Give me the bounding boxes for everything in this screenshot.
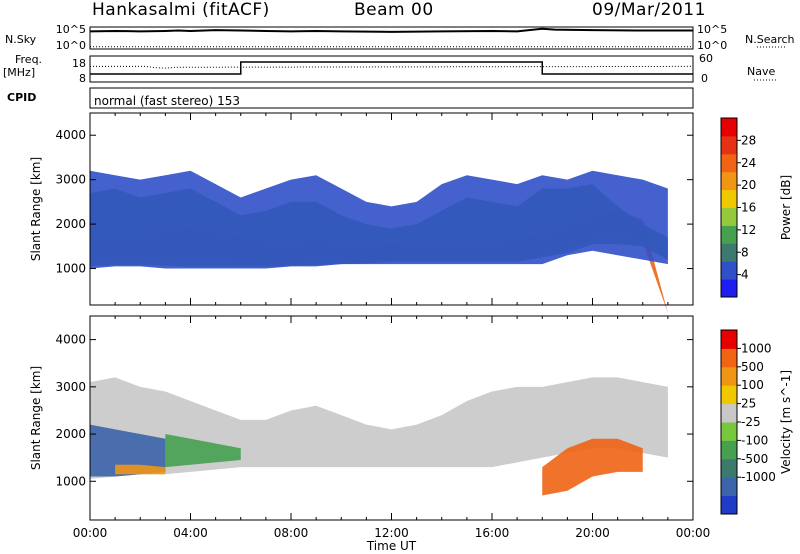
time-tick-label: 00:00: [73, 526, 108, 540]
velocity-colorbar-label: 500: [741, 360, 764, 374]
freq-left-tick: 18: [72, 57, 86, 70]
freq-label: Freq.: [15, 53, 42, 66]
velocity-colorbar-swatch: [721, 403, 737, 423]
cpid-panel-frame: [89, 87, 694, 109]
power-colorbar-label: 8: [741, 245, 749, 259]
noise-right-tick: 10^0: [697, 39, 727, 52]
velocity-region-4: [115, 464, 166, 475]
noise-right-tick: 10^5: [697, 23, 727, 36]
nsky-line: [89, 27, 693, 33]
power-ytick-label: 2000: [55, 217, 86, 231]
velocity-colorbar-label: -25: [741, 415, 761, 429]
power-colorbar-swatch: [721, 153, 737, 173]
velocity-colorbar-swatch: [721, 440, 737, 460]
velocity-colorbar-swatch: [721, 385, 737, 405]
velocity-colorbar-swatch: [721, 458, 737, 478]
velocity-ytick-label: 3000: [55, 380, 86, 394]
power-colorbar-label: 28: [741, 133, 756, 147]
velocity-colorbar-swatch: [721, 348, 737, 368]
cpid-label: CPID: [7, 91, 36, 104]
beam-title: Beam 00: [354, 0, 434, 20]
label-layer: N.Sky Freq. [MHz] CPID N.Search Nave nor…: [3, 33, 795, 108]
velocity-colorbar-swatch: [721, 495, 737, 515]
velocity-colorbar-swatch: [721, 477, 737, 497]
freq-right-tick: 0: [701, 72, 708, 85]
power-colorbar-swatch: [721, 135, 737, 155]
freq-left-tick: 8: [79, 72, 86, 85]
noise-left-tick: 10^5: [56, 23, 86, 36]
power-colorbar-title: Power [dB]: [779, 175, 793, 240]
velocity-ytick-label: 1000: [55, 474, 86, 488]
power-colorbar-label: 24: [741, 156, 756, 170]
power-region-2: [90, 170, 668, 269]
power-ytick-label: 3000: [55, 173, 86, 187]
time-tick-label: 00:00: [676, 526, 711, 540]
velocity-ylabel: Slant Range [km]: [29, 366, 43, 470]
frequency-line: [90, 61, 693, 75]
velocity-colorbar-label: 100: [741, 378, 764, 392]
power-colorbar-label: 12: [741, 223, 756, 237]
power-colorbar-swatch: [721, 207, 737, 226]
velocity-ytick-label: 4000: [55, 333, 86, 347]
power-ytick-label: 4000: [55, 128, 86, 142]
power-colorbar-swatch: [721, 225, 737, 244]
nave-label: Nave: [747, 65, 775, 78]
velocity-colorbar-label: -100: [741, 433, 768, 447]
power-colorbar-label: 16: [741, 201, 756, 215]
freq-right-tick: 60: [699, 52, 713, 65]
freq-unit-label: [MHz]: [3, 66, 35, 79]
power-colorbar-swatch: [721, 261, 737, 280]
date-title: 09/Mar/2011: [592, 0, 706, 20]
nsky-label: N.Sky: [5, 33, 37, 46]
power-ylabel: Slant Range [km]: [29, 157, 43, 261]
velocity-region-3: [542, 438, 643, 496]
velocity-region-1: [90, 424, 166, 477]
power-colorbar-swatch: [721, 279, 737, 298]
freq-panel-frame: [89, 55, 694, 83]
time-axis-label: Time UT: [366, 539, 417, 553]
velocity-colorbar-label: 1000: [741, 341, 772, 355]
power-colorbar-swatch: [721, 189, 737, 208]
time-tick-label: 20:00: [575, 526, 610, 540]
station-title: Hankasalmi (fitACF): [92, 0, 270, 20]
power-colorbar-label: 4: [741, 268, 749, 282]
velocity-ytick-label: 2000: [55, 427, 86, 441]
time-tick-label: 08:00: [274, 526, 309, 540]
cpid-text: normal (fast stereo) 153: [94, 94, 240, 108]
velocity-colorbar-swatch: [721, 330, 737, 349]
velocity-colorbar-label: -500: [741, 452, 768, 466]
noise-left-tick: 10^0: [56, 39, 86, 52]
power-colorbar-swatch: [721, 243, 737, 262]
nave-line: [90, 65, 694, 69]
velocity-region-2: [165, 434, 241, 468]
time-tick-label: 04:00: [173, 526, 208, 540]
power-ytick-label: 1000: [55, 262, 86, 276]
power-colorbar-label: 20: [741, 178, 756, 192]
panel-layer: 10^5 10^0 10^5 10^0 18 8 60 0 1000 2000 3000 4000 Sl…: [29, 23, 793, 553]
power-colorbar-swatch: [721, 171, 737, 191]
velocity-colorbar-swatch: [721, 422, 737, 441]
time-tick-label: 12:00: [374, 526, 409, 540]
velocity-colorbar-label: -1000: [741, 470, 776, 484]
velocity-colorbar-label: 25: [741, 397, 756, 411]
time-tick-label: 16:00: [475, 526, 510, 540]
noise-panel-frame: [89, 26, 694, 50]
velocity-colorbar-swatch: [721, 366, 737, 386]
velocity-colorbar-title: Velocity [m s^-1]: [779, 370, 793, 474]
power-colorbar-swatch: [721, 118, 737, 137]
nsearch-label: N.Search: [745, 33, 795, 46]
